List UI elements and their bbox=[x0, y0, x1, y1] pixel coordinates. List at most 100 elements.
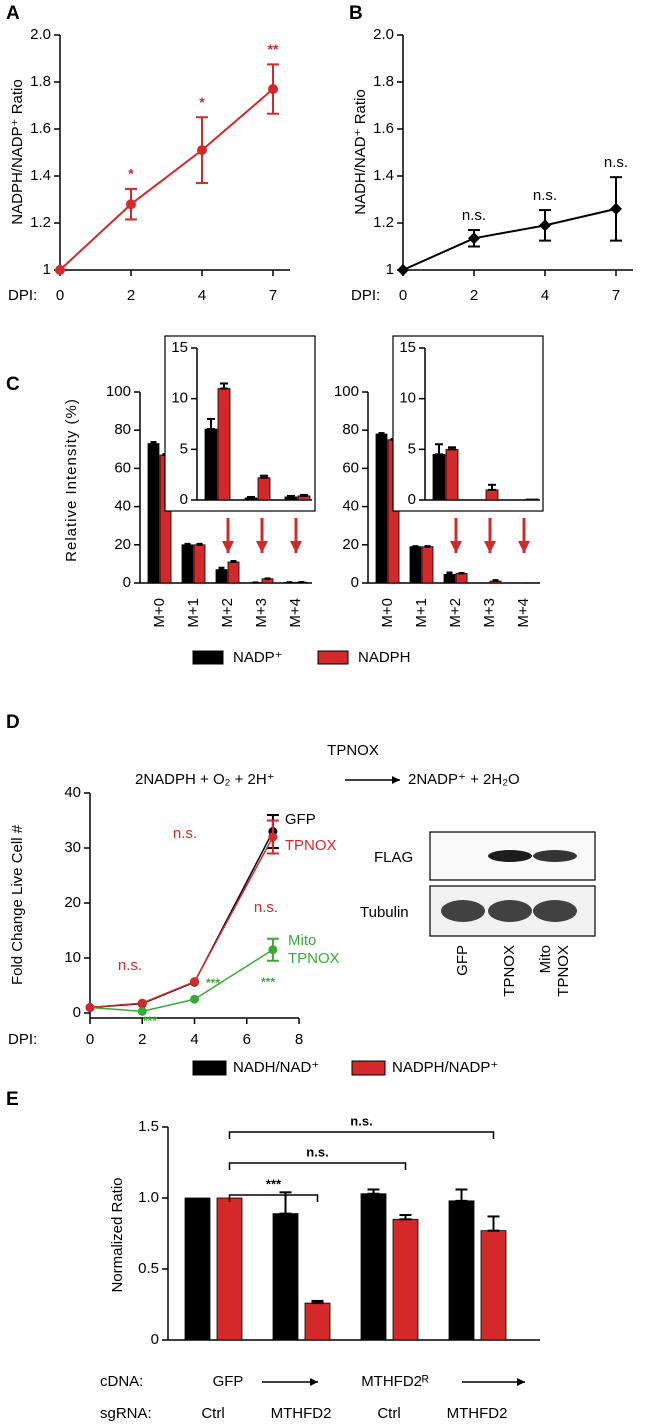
blot-row-label: FLAG bbox=[374, 849, 413, 866]
panel-letter: C bbox=[6, 374, 20, 395]
highlight-arrow-head bbox=[484, 541, 496, 553]
bar bbox=[184, 1197, 211, 1341]
significance-label: n.s. bbox=[306, 1144, 328, 1159]
error-bar bbox=[150, 441, 157, 445]
highlight-arrow-head bbox=[222, 541, 234, 553]
cdna-label: MTHFD2ᴿ bbox=[361, 1373, 429, 1390]
line bbox=[89, 949, 274, 1013]
y-tick-label: 30 bbox=[64, 839, 81, 856]
point bbox=[137, 998, 147, 1008]
inset-bar bbox=[432, 453, 446, 501]
bar bbox=[193, 544, 206, 584]
bar bbox=[304, 1302, 331, 1341]
x-tick-label: MTHFD2 bbox=[271, 1405, 332, 1422]
x-tick-label: MTHFD2 bbox=[447, 1405, 508, 1422]
annotation: n.s. bbox=[604, 154, 628, 171]
y-tick-label: 1.2 bbox=[30, 214, 51, 231]
blot-band bbox=[488, 900, 532, 922]
blot-lane-label: Mito TPNOX bbox=[537, 945, 572, 997]
x-tick-label: 0 bbox=[56, 287, 64, 304]
inset-error-bar bbox=[448, 446, 456, 451]
highlight-arrow-head bbox=[450, 541, 462, 553]
y-axis-label: NADH/NAD⁺ Ratio bbox=[352, 89, 369, 214]
x-tick-label: 0 bbox=[86, 1031, 94, 1048]
inset-error-bar bbox=[260, 474, 268, 479]
x-tick-label: 4 bbox=[190, 1031, 198, 1048]
point bbox=[468, 232, 480, 245]
error-bar bbox=[399, 1214, 412, 1221]
reaction-products: 2NADP⁺ + 2H₂O bbox=[408, 771, 520, 788]
significance-bracket bbox=[228, 1131, 495, 1139]
y-tick-label: 80 bbox=[342, 421, 359, 438]
x-tick-label: M+1 bbox=[413, 598, 430, 628]
error-bar bbox=[367, 1188, 380, 1195]
y-tick-label: 5 bbox=[408, 440, 416, 457]
bar bbox=[448, 1200, 475, 1341]
legend-swatch bbox=[351, 1060, 386, 1076]
error-bar bbox=[492, 579, 499, 583]
annotation: n.s. bbox=[254, 899, 278, 916]
y-tick-label: 1.8 bbox=[373, 73, 394, 90]
y-tick-label: 1 bbox=[386, 261, 394, 278]
point bbox=[55, 265, 65, 275]
error-bar bbox=[230, 560, 237, 563]
inset-bar bbox=[217, 388, 231, 501]
point bbox=[610, 202, 622, 215]
inset-error-bar bbox=[287, 494, 295, 498]
bar bbox=[421, 546, 434, 584]
y-tick-label: 1.6 bbox=[30, 120, 51, 137]
y-tick-label: 2.0 bbox=[30, 26, 51, 43]
bar bbox=[227, 561, 240, 584]
error-bar bbox=[455, 1188, 468, 1202]
series-label: Mito TPNOX bbox=[288, 932, 340, 967]
bar bbox=[480, 1230, 507, 1341]
y-tick-label: 0 bbox=[180, 491, 188, 508]
y-tick-label: 15 bbox=[399, 339, 416, 356]
point bbox=[126, 199, 136, 210]
bar bbox=[409, 546, 422, 584]
point bbox=[539, 219, 551, 232]
x-axis-label: DPI: bbox=[351, 287, 380, 304]
y-tick-label: 1.2 bbox=[373, 214, 394, 231]
error-bar bbox=[446, 571, 453, 576]
y-tick-label: 10 bbox=[171, 390, 188, 407]
y-tick-label: 10 bbox=[399, 390, 416, 407]
point bbox=[268, 84, 278, 95]
cdna-arrow-head bbox=[517, 1378, 525, 1386]
x-tick-label: 8 bbox=[295, 1031, 303, 1048]
x-axis-label: DPI: bbox=[8, 1031, 37, 1048]
bar bbox=[455, 573, 468, 584]
line bbox=[402, 207, 617, 271]
x-tick-label: M+3 bbox=[253, 598, 270, 628]
y-tick-label: 2.0 bbox=[373, 26, 394, 43]
panel-letter: E bbox=[6, 1089, 19, 1110]
inset-error-bar bbox=[300, 493, 308, 497]
point bbox=[268, 945, 278, 955]
y-tick-label: 0 bbox=[151, 1331, 159, 1348]
x-tick-label: M+2 bbox=[447, 598, 464, 628]
x-tick-label: M+0 bbox=[379, 598, 396, 628]
bar bbox=[215, 569, 228, 584]
legend-swatch bbox=[192, 1060, 227, 1076]
inset-bar bbox=[525, 498, 539, 501]
inset-frame bbox=[164, 335, 316, 512]
reaction-substrates: 2NADPH + O₂ + 2H⁺ bbox=[135, 771, 275, 788]
panel-letter: A bbox=[6, 3, 20, 24]
y-tick-label: 40 bbox=[114, 498, 131, 515]
bar bbox=[443, 574, 456, 584]
y-axis-label: Relative Intensity (%) bbox=[63, 398, 80, 562]
y-axis-label: Normalized Ratio bbox=[109, 1177, 126, 1292]
annotation: * bbox=[199, 94, 205, 110]
cdna-label: GFP bbox=[213, 1373, 244, 1390]
highlight-arrow-head bbox=[256, 541, 268, 553]
inset-bar bbox=[257, 477, 271, 501]
y-tick-label: 1.4 bbox=[30, 167, 51, 184]
y-tick-label: 20 bbox=[114, 536, 131, 553]
y-tick-label: 1.0 bbox=[138, 1189, 159, 1206]
legend-label: NADH/NAD⁺ bbox=[233, 1059, 319, 1076]
significance-bracket bbox=[228, 1162, 407, 1170]
y-tick-label: 20 bbox=[64, 894, 81, 911]
y-tick-label: 10 bbox=[64, 949, 81, 966]
y-tick-label: 60 bbox=[342, 459, 359, 476]
